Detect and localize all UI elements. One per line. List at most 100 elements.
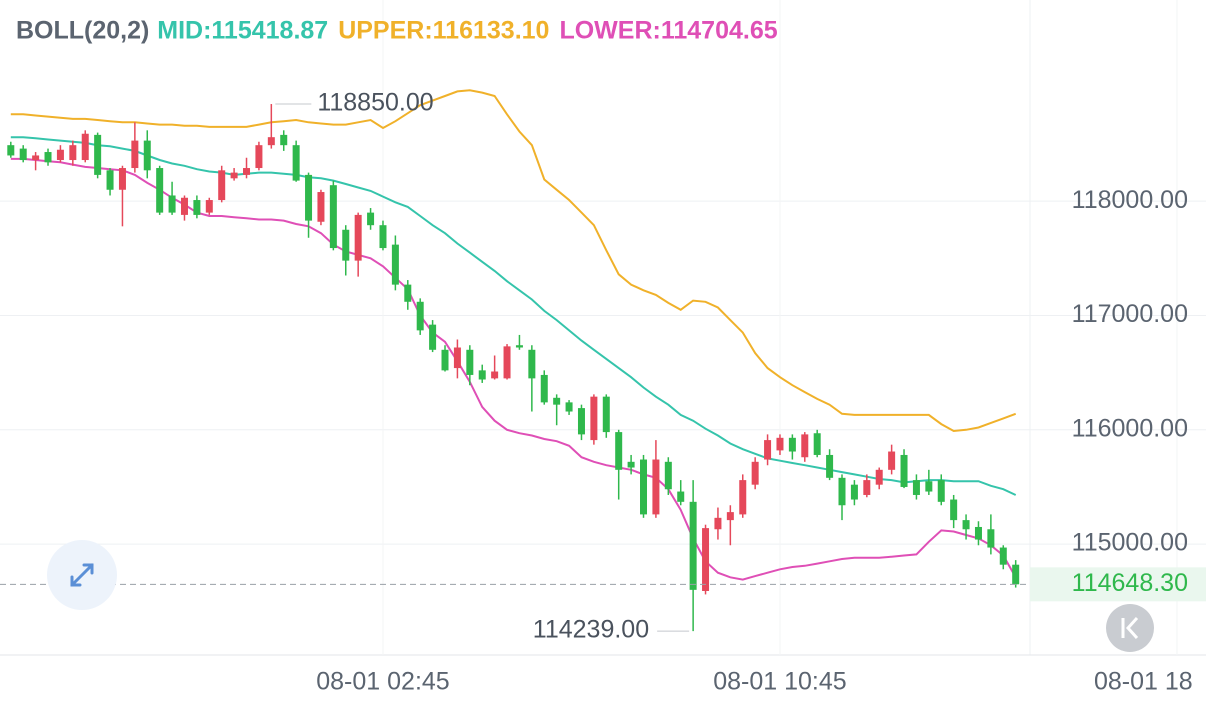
candle-body bbox=[553, 397, 561, 405]
candle-body bbox=[702, 528, 710, 591]
candle-body bbox=[900, 454, 908, 487]
candle-body bbox=[292, 145, 300, 181]
y-tick-label: 116000.00 bbox=[1072, 414, 1188, 442]
candle-body bbox=[528, 349, 536, 379]
extreme-label: 118850.00 bbox=[317, 89, 433, 117]
candle-body bbox=[751, 461, 759, 485]
candle-body bbox=[478, 370, 486, 380]
candle-body bbox=[441, 349, 449, 371]
candle-body bbox=[317, 192, 325, 222]
labels: 115000.00 116000.00 117000.00 118000.00 08-0… bbox=[0, 89, 1206, 696]
candle-body bbox=[491, 371, 499, 379]
candle-body bbox=[416, 301, 424, 331]
candle-body bbox=[826, 454, 834, 478]
candle-body bbox=[664, 461, 672, 490]
candles bbox=[7, 104, 1020, 632]
candle-body bbox=[503, 346, 511, 379]
indicator-line bbox=[10, 89, 1017, 433]
last-price-label: 114648.30 bbox=[1072, 569, 1188, 597]
candle-body bbox=[56, 149, 64, 161]
candle-body bbox=[106, 170, 114, 190]
candle-body bbox=[987, 529, 995, 548]
candle-body bbox=[627, 461, 635, 468]
candle-body bbox=[193, 200, 201, 215]
candle-body bbox=[243, 168, 251, 175]
candle-body bbox=[764, 440, 772, 460]
candle-body bbox=[739, 480, 747, 515]
candle-body bbox=[391, 244, 399, 285]
candle-body bbox=[94, 134, 102, 175]
indicator-line bbox=[10, 136, 1017, 496]
candle-body bbox=[888, 451, 896, 470]
candle-body bbox=[367, 212, 375, 226]
candle-body bbox=[577, 408, 585, 435]
x-tick-label: 08-01 10:45 bbox=[713, 668, 846, 696]
y-tick-label: 118000.00 bbox=[1072, 186, 1188, 214]
candle-body bbox=[44, 152, 52, 163]
candle-body bbox=[280, 134, 288, 146]
candle-body bbox=[118, 168, 126, 190]
candle-body bbox=[776, 437, 784, 451]
candle-body bbox=[875, 469, 883, 485]
back-icon bbox=[1121, 616, 1139, 640]
candle-body bbox=[354, 214, 362, 261]
indicator-title: BOLL(20,2) bbox=[16, 17, 149, 45]
candle-body bbox=[429, 324, 437, 350]
candle-body bbox=[999, 547, 1007, 565]
candle-body bbox=[540, 374, 548, 403]
candle-body bbox=[714, 517, 722, 530]
candle-body bbox=[950, 499, 958, 521]
candle-body bbox=[466, 349, 474, 375]
candle-body bbox=[267, 137, 275, 146]
candle-body bbox=[640, 459, 648, 515]
candle-body bbox=[590, 396, 598, 441]
candle-body bbox=[974, 526, 982, 540]
candle-body bbox=[69, 145, 77, 161]
candle-body bbox=[255, 145, 263, 169]
candle-body bbox=[912, 480, 920, 495]
candle-body bbox=[379, 225, 387, 249]
candle-body bbox=[602, 396, 610, 433]
y-tick-label: 115000.00 bbox=[1072, 529, 1188, 557]
candle-body bbox=[838, 477, 846, 506]
candle-body bbox=[32, 155, 40, 161]
candle-body bbox=[937, 480, 945, 502]
candle-body bbox=[230, 172, 238, 179]
indicator-lines bbox=[10, 89, 1017, 581]
candle-body bbox=[168, 195, 176, 213]
extreme-label: 114239.00 bbox=[533, 616, 649, 644]
candle-body bbox=[143, 140, 151, 171]
legend-item: UPPER:116133.10 bbox=[338, 17, 549, 45]
candle-body bbox=[565, 402, 573, 412]
candle-body bbox=[615, 432, 623, 470]
candle-body bbox=[329, 185, 337, 249]
candle-body bbox=[404, 284, 412, 302]
candle-body bbox=[726, 512, 734, 521]
candle-body bbox=[156, 168, 164, 213]
y-tick-label: 117000.00 bbox=[1072, 300, 1188, 328]
candle-body bbox=[689, 501, 697, 590]
candle-body bbox=[180, 197, 188, 215]
candle-body bbox=[453, 347, 461, 369]
candle-body bbox=[962, 520, 970, 530]
candle-body bbox=[801, 434, 809, 458]
legend-item: MID:115418.87 bbox=[157, 17, 328, 45]
indicator-line bbox=[10, 157, 1017, 581]
x-tick-label: 08-01 18 bbox=[1094, 668, 1193, 696]
candle-body bbox=[305, 174, 313, 221]
candle-body bbox=[788, 437, 796, 452]
candle-body bbox=[81, 133, 89, 161]
last-price-box bbox=[1030, 567, 1206, 602]
candle-body bbox=[218, 170, 226, 201]
candle-body bbox=[677, 491, 685, 502]
legend-item: LOWER:114704.65 bbox=[559, 17, 777, 45]
candle-body bbox=[850, 484, 858, 500]
candle-body bbox=[1012, 564, 1020, 585]
candle-body bbox=[342, 229, 350, 261]
candle-body bbox=[131, 140, 139, 169]
candle-body bbox=[863, 480, 871, 495]
expand-icon bbox=[70, 563, 94, 587]
legend: BOLL(20,2) MID:115418.87 UPPER:116133.10 L… bbox=[16, 17, 778, 45]
candle-body bbox=[813, 433, 821, 455]
